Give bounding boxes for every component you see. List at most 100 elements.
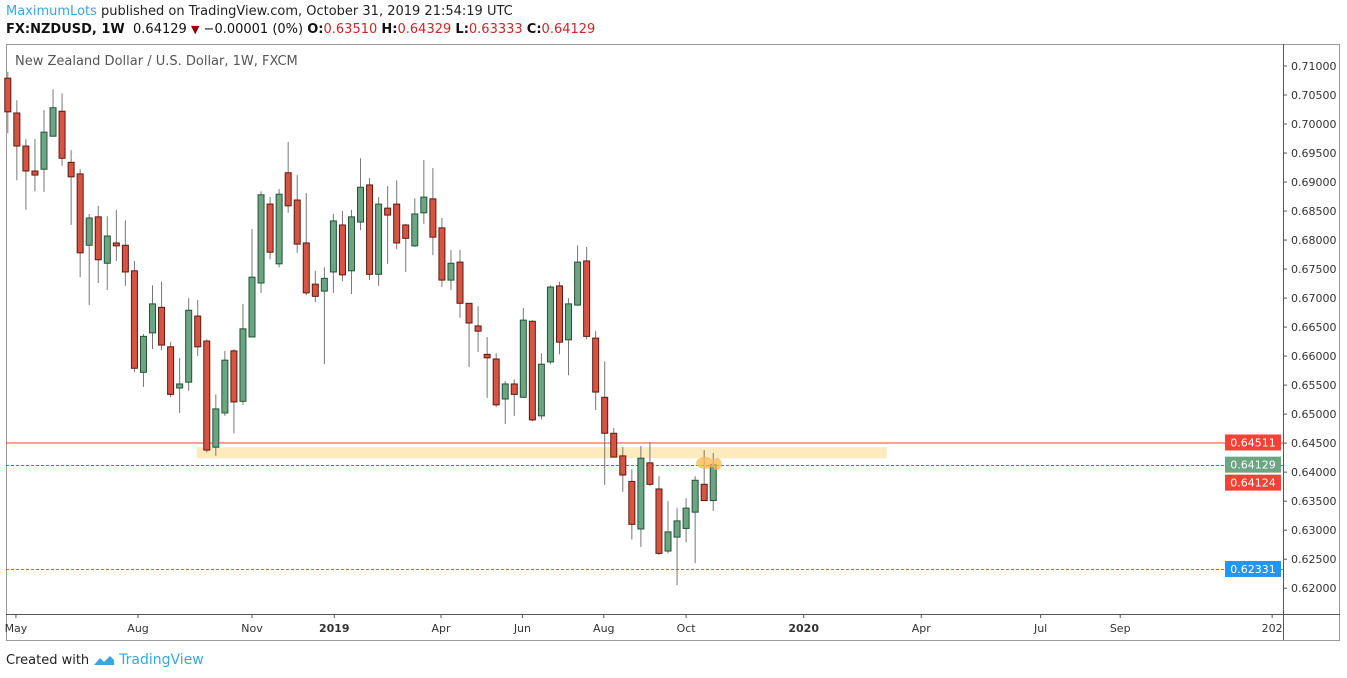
candle-down: [393, 203, 401, 244]
y-tick-label: 0.68500: [1291, 205, 1337, 218]
y-tick-label: 0.65000: [1291, 408, 1337, 421]
author-link[interactable]: MaximumLots: [6, 4, 97, 19]
x-tick-label: Nov: [241, 622, 263, 635]
candle-down: [628, 480, 636, 525]
candle-up: [411, 213, 419, 247]
y-tick-label: 0.63000: [1291, 524, 1337, 537]
tradingview-logo-icon: [94, 656, 115, 665]
candle-down: [402, 224, 410, 239]
candle-down: [456, 261, 464, 304]
candle-down: [592, 337, 600, 393]
y-tick-label: 0.69500: [1291, 147, 1337, 160]
candle-up: [637, 457, 645, 530]
candle-up: [257, 194, 265, 284]
candle-up: [85, 217, 93, 246]
candle-up: [565, 303, 573, 341]
price-line-label: 0.64124: [1230, 477, 1276, 490]
candle-up: [664, 531, 672, 552]
candle-up: [176, 383, 184, 389]
y-tick-label: 0.71000: [1291, 60, 1337, 73]
candle-up: [519, 319, 527, 398]
publish-text: published on TradingView.com, October 31…: [101, 4, 513, 19]
candle-up: [248, 276, 256, 338]
candle-down: [203, 340, 211, 451]
last-price-label: 0.64129: [1230, 459, 1276, 472]
candle-down: [528, 320, 536, 421]
candle-down: [266, 203, 274, 253]
candle-down: [76, 173, 84, 254]
candle-up: [447, 262, 455, 281]
highlight-marker: [711, 458, 722, 471]
candle-up: [320, 277, 328, 292]
candle-down: [112, 242, 120, 247]
candle-up: [709, 464, 717, 502]
candle-down: [429, 198, 437, 238]
y-tick-label: 0.70000: [1291, 118, 1337, 131]
candle-down: [338, 224, 346, 276]
x-tick-label: May: [5, 622, 28, 635]
candle-down: [438, 227, 446, 281]
candle-up: [691, 479, 699, 513]
candle-up: [357, 186, 365, 223]
y-tick-label: 0.63500: [1291, 495, 1337, 508]
candle-down: [311, 283, 319, 297]
low-label: L:: [455, 22, 469, 37]
footer: Created with TradingView: [6, 652, 204, 668]
candle-up: [537, 363, 545, 417]
close-value: 0.64129: [541, 22, 596, 37]
candle-down: [492, 358, 500, 406]
y-tick-label: 0.66500: [1291, 321, 1337, 334]
open-label: O:: [307, 22, 324, 37]
candle-up: [212, 408, 220, 448]
candle-down: [4, 77, 12, 113]
x-tick-label: Aug: [127, 622, 148, 635]
x-tick-label: Oct: [677, 622, 697, 635]
price-line-label: 0.62331: [1230, 563, 1276, 576]
candle-down: [58, 110, 66, 159]
candle-up: [574, 261, 582, 306]
candle-up: [375, 203, 383, 275]
x-tick-label: Sep: [1110, 622, 1131, 635]
high-value: 0.64329: [397, 22, 452, 37]
candle-up: [185, 309, 193, 383]
candle-down: [555, 285, 563, 343]
y-tick-label: 0.66000: [1291, 350, 1337, 363]
close-label: C:: [526, 22, 542, 37]
y-tick-label: 0.69000: [1291, 176, 1337, 189]
x-tick-label: Aug: [593, 622, 614, 635]
y-tick-label: 0.62000: [1291, 582, 1337, 595]
last-price-label-bg: [1225, 456, 1281, 473]
x-tick-label: Apr: [431, 622, 451, 635]
price-line-label-bg: [1225, 434, 1281, 451]
candle-down: [465, 302, 473, 324]
x-tick-label: Apr: [912, 622, 932, 635]
candle-up: [40, 131, 48, 170]
y-tick-label: 0.64500: [1291, 437, 1337, 450]
candle-up: [139, 335, 147, 373]
candle-down: [121, 244, 129, 273]
candle-down: [619, 455, 627, 476]
candle-down: [510, 383, 518, 395]
candle-up: [49, 107, 57, 137]
publish-info: MaximumLots published on TradingView.com…: [6, 4, 513, 19]
created-with-text: Created with: [6, 652, 90, 668]
candle-down: [384, 207, 392, 216]
candle-down: [366, 184, 374, 275]
candle-up: [103, 235, 111, 264]
candle-down: [646, 462, 654, 485]
y-tick-label: 0.70500: [1291, 89, 1337, 102]
candle-up: [239, 328, 247, 402]
candle-down: [94, 216, 102, 261]
candle-down: [31, 170, 39, 176]
candle-up: [420, 196, 428, 214]
candle-down: [158, 306, 166, 346]
high-label: H:: [381, 22, 398, 37]
candle-down: [583, 260, 591, 337]
candle-down: [302, 242, 310, 294]
tradingview-link[interactable]: TradingView: [119, 652, 204, 668]
candle-down: [67, 161, 75, 178]
chart-frame: [6, 44, 1340, 641]
candle-down: [194, 315, 202, 348]
candle-down: [474, 325, 482, 332]
